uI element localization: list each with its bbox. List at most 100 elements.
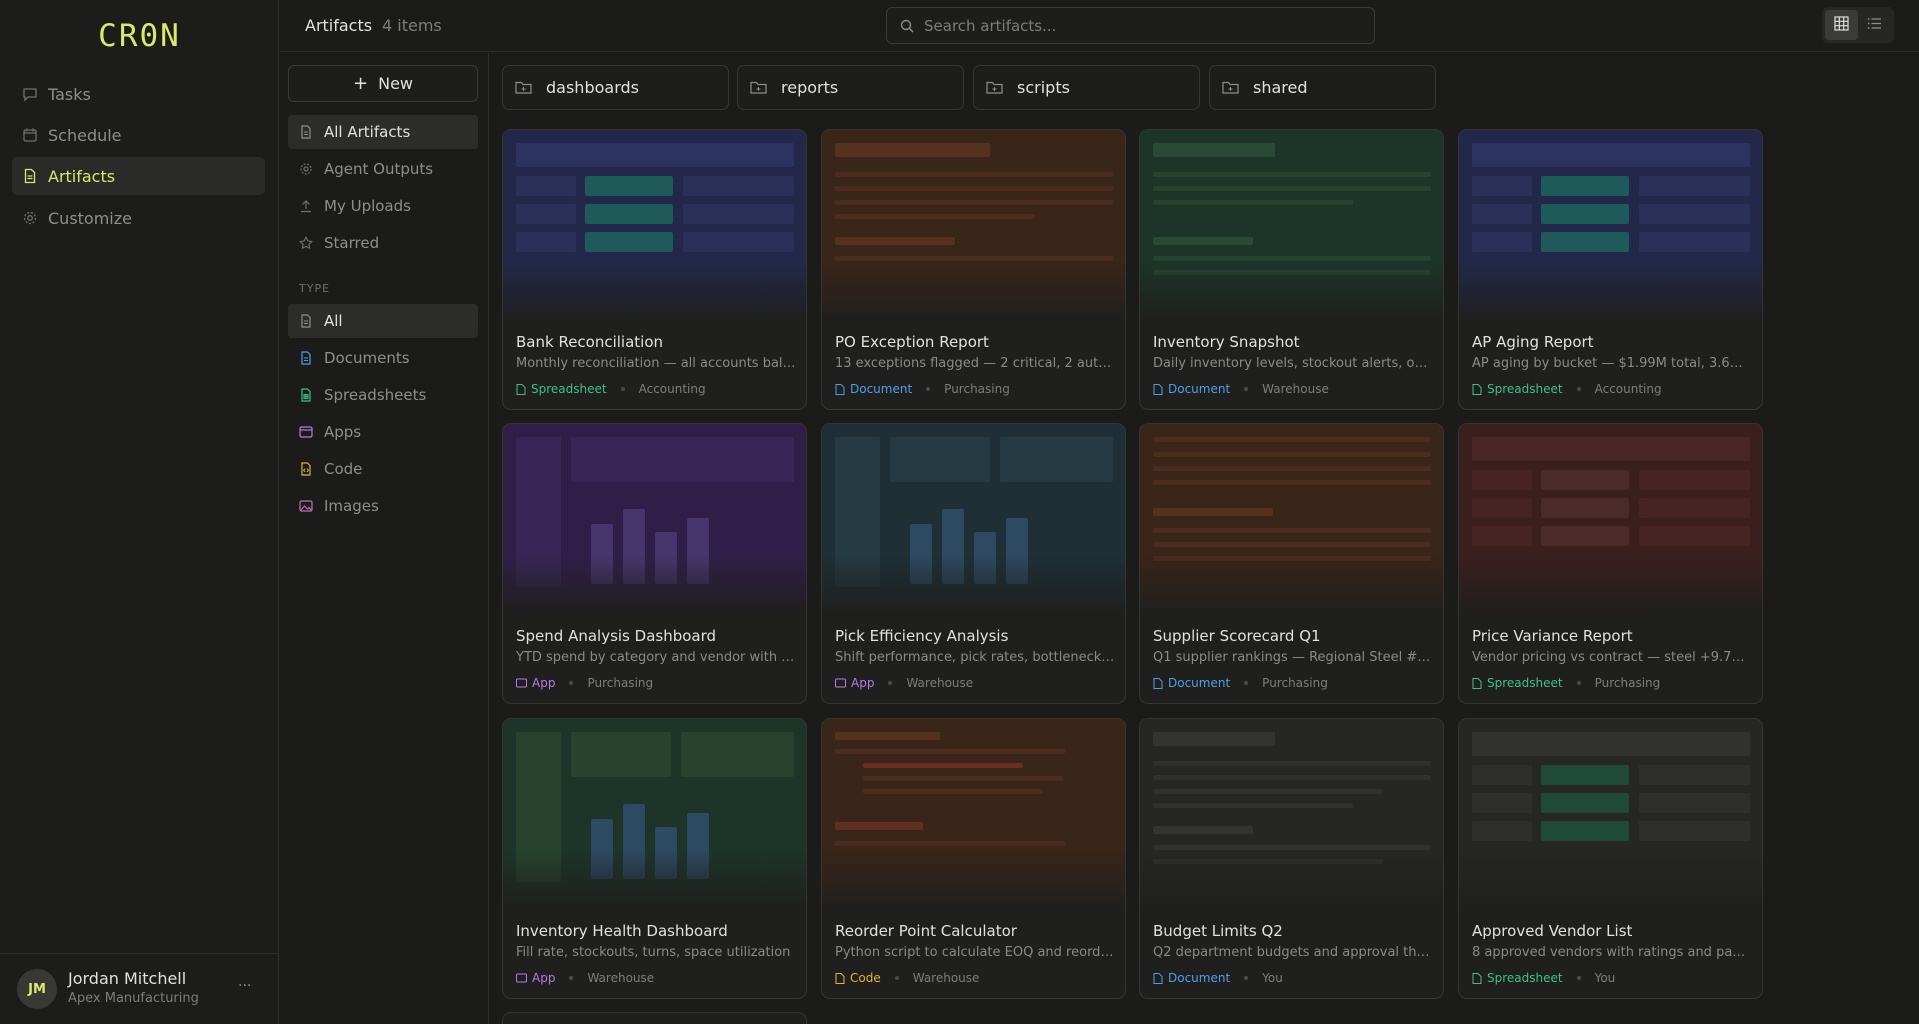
card-title: Approved Vendor List (1472, 922, 1633, 940)
card-title: Inventory Health Dashboard (516, 922, 728, 940)
card-title: Inventory Snapshot (1153, 333, 1300, 351)
app-logo[interactable]: CR0N (98, 18, 181, 54)
nav-item-customize[interactable]: Customize (12, 199, 265, 237)
filter-label: Agent Outputs (324, 160, 434, 178)
card-meta: Document Purchasing (835, 382, 1010, 396)
card-category: Purchasing (944, 382, 1010, 396)
search-box[interactable] (886, 7, 1375, 44)
filter-type-apps[interactable]: Apps (288, 415, 478, 449)
list-view-button[interactable] (1858, 10, 1891, 40)
card-thumbnail (1459, 130, 1762, 320)
new-button-label: New (378, 74, 413, 93)
card-description: Fill rate, stockouts, turns, space utili… (516, 945, 791, 960)
card-thumbnail (822, 424, 1125, 614)
chat-icon (22, 86, 38, 102)
card-meta: Document You (1153, 971, 1283, 985)
grid-view-button[interactable] (1825, 10, 1858, 40)
filter-starred[interactable]: Starred (288, 226, 478, 260)
filter-type-spreadsheets[interactable]: Spreadsheets (288, 378, 478, 412)
code-file-icon (835, 972, 845, 984)
artifact-card[interactable]: PO Exception Report 13 exceptions flagge… (821, 129, 1126, 410)
folder-label: scripts (1017, 78, 1070, 97)
folder-label: shared (1253, 78, 1308, 97)
nav-item-artifacts[interactable]: Artifacts (12, 157, 265, 195)
artifact-card[interactable]: Approved Vendor List 8 approved vendors … (1458, 718, 1763, 999)
filter-label: All Artifacts (324, 123, 411, 141)
card-description: Python script to calculate EOQ and reord… (835, 945, 1115, 960)
card-title: Reorder Point Calculator (835, 922, 1017, 940)
card-type-label: Spreadsheet (1487, 676, 1563, 690)
view-toggle (1822, 7, 1894, 43)
filter-all-artifacts[interactable]: All Artifacts (288, 115, 478, 149)
nav-item-schedule[interactable]: Schedule (12, 116, 265, 154)
card-type-badge: Spreadsheet (1472, 676, 1563, 690)
card-meta: Spreadsheet Accounting (1472, 382, 1662, 396)
meta-separator (926, 387, 931, 391)
image-icon (299, 499, 313, 513)
card-type-label: App (851, 676, 875, 690)
meta-separator (1244, 387, 1249, 391)
card-type-badge: Code (835, 971, 881, 985)
app-window-icon (299, 425, 313, 439)
nav-item-label: Tasks (48, 84, 91, 104)
user-more-button[interactable]: ··· (238, 978, 252, 994)
card-type-badge: Spreadsheet (1472, 971, 1563, 985)
filter-type-code[interactable]: Code (288, 452, 478, 486)
artifact-card[interactable]: Price Variance Report Vendor pricing vs … (1458, 423, 1763, 704)
artifact-card[interactable]: Reorder Point Calculator Python script t… (821, 718, 1126, 999)
card-meta: App Warehouse (516, 971, 654, 985)
new-artifact-button[interactable]: + New (288, 65, 478, 102)
card-meta: Spreadsheet You (1472, 971, 1615, 985)
card-type-badge: App (516, 971, 555, 985)
card-type-label: Document (1168, 971, 1231, 985)
artifact-card[interactable]: Budget Limits Q2 Q2 department budgets a… (1139, 718, 1444, 999)
user-profile[interactable]: JM Jordan Mitchell Apex Manufacturing ··… (0, 953, 279, 1024)
card-description: Vendor pricing vs contract — steel +9.7%… (1472, 650, 1752, 665)
card-type-label: Spreadsheet (1487, 382, 1563, 396)
card-category: Warehouse (587, 971, 655, 985)
card-type-label: Spreadsheet (1487, 971, 1563, 985)
card-title: Bank Reconciliation (516, 333, 664, 351)
folder-shared[interactable]: shared (1209, 65, 1436, 110)
card-thumbnail (503, 130, 806, 320)
artifact-card[interactable]: Spend Analysis Dashboard YTD spend by ca… (502, 423, 807, 704)
artifact-card[interactable]: Inventory Health Dashboard Fill rate, st… (502, 718, 807, 999)
filter-panel: + New All Artifacts Agent Outputs My Upl… (280, 53, 489, 1024)
meta-separator (1576, 681, 1581, 685)
artifact-card[interactable]: AP Aging Report AP aging by bucket — $1.… (1458, 129, 1763, 410)
artifact-card[interactable]: Supplier Scorecard Q1 Q1 supplier rankin… (1139, 423, 1444, 704)
card-meta: Code Warehouse (835, 971, 979, 985)
artifact-card[interactable]: Bank Reconciliation Monthly reconciliati… (502, 129, 807, 410)
spreadsheet-icon (1472, 677, 1482, 689)
filter-label: Apps (324, 423, 362, 441)
folder-dashboards[interactable]: dashboards (502, 65, 729, 110)
card-type-badge: Spreadsheet (1472, 382, 1563, 396)
folder-label: dashboards (546, 78, 639, 97)
filter-my-uploads[interactable]: My Uploads (288, 189, 478, 223)
artifact-card[interactable]: Inventory Snapshot Daily inventory level… (1139, 129, 1444, 410)
document-icon (1153, 972, 1163, 984)
search-input[interactable] (924, 16, 1344, 35)
folder-reports[interactable]: reports (737, 65, 964, 110)
card-type-badge: Document (835, 382, 912, 396)
left-navigation: CR0N Tasks Schedule Artifacts Customize … (0, 0, 279, 1024)
filter-label: Documents (324, 349, 410, 367)
folder-icon (750, 80, 767, 95)
document-icon (1153, 677, 1163, 689)
page-title: Artifacts (305, 16, 373, 35)
card-meta: Spreadsheet Accounting (516, 382, 706, 396)
artifact-card-partial[interactable] (502, 1012, 807, 1024)
card-category: Warehouse (912, 971, 980, 985)
filter-type-documents[interactable]: Documents (288, 341, 478, 375)
star-icon (299, 236, 313, 250)
folder-scripts[interactable]: scripts (973, 65, 1200, 110)
card-thumbnail (1140, 719, 1443, 909)
filter-type-all[interactable]: All (288, 304, 478, 338)
artifact-card[interactable]: Pick Efficiency Analysis Shift performan… (821, 423, 1126, 704)
nav-item-tasks[interactable]: Tasks (12, 75, 265, 113)
calendar-icon (22, 127, 38, 143)
filter-type-images[interactable]: Images (288, 489, 478, 523)
filter-agent-outputs[interactable]: Agent Outputs (288, 152, 478, 186)
card-title: Price Variance Report (1472, 627, 1633, 645)
app-window-icon (516, 678, 527, 688)
